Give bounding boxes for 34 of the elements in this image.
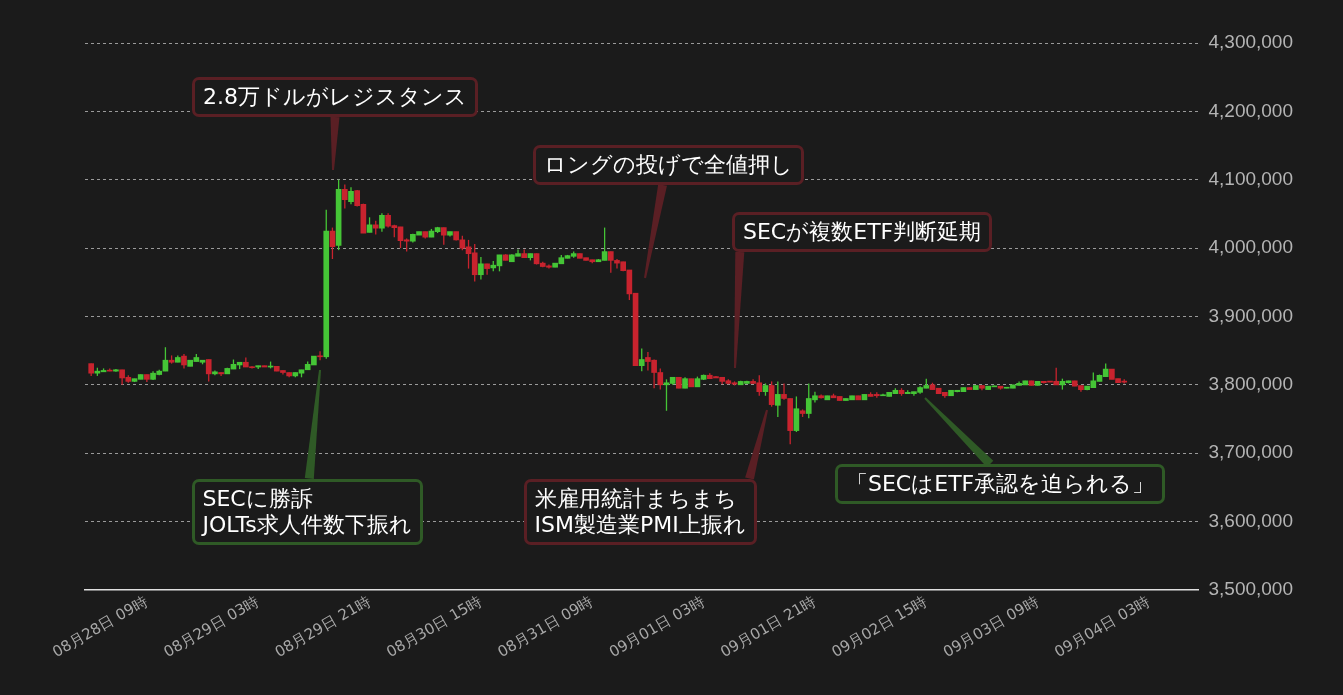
y-tick-label: 3,500,000 (1208, 578, 1294, 600)
candlestick (793, 395, 800, 433)
x-tick-label: 08月30日 15時 (383, 591, 485, 662)
annotation: ロングの投げで全値押し (532, 145, 804, 186)
x-tick-label: 08月29日 03時 (160, 591, 263, 662)
candlestick (478, 256, 484, 281)
y-tick-label: 4,200,000 (1208, 99, 1294, 121)
y-tick-label: 3,600,000 (1208, 509, 1294, 531)
candlestick (218, 371, 224, 377)
annotation: 米雇用統計まちまち ISM製造業PMI上振れ (523, 478, 757, 546)
annotation: 「SECはETF承認を迫られる」 (835, 464, 1166, 505)
annotation: 2.8万ドルがレジスタンス (192, 77, 478, 118)
annotation: SECが複数ETF判断延期 (732, 212, 993, 253)
candlestick (205, 358, 212, 383)
x-tick-label: 09月02日 15時 (828, 591, 931, 662)
y-tick-label: 4,300,000 (1208, 31, 1294, 53)
x-tick-label: 08月31日 09時 (494, 591, 597, 662)
y-tick-label: 3,700,000 (1208, 441, 1294, 463)
x-tick-label: 09月01日 03時 (605, 591, 708, 662)
x-tick-label: 08月28日 09時 (49, 591, 151, 662)
x-tick-label: 09月03日 09時 (939, 591, 1042, 662)
y-tick-label: 3,800,000 (1208, 373, 1294, 395)
y-tick-label: 4,100,000 (1208, 167, 1294, 189)
candlestick (317, 350, 323, 361)
x-tick-label: 09月04日 03時 (1051, 591, 1153, 662)
candlestick (379, 212, 385, 233)
annotation: SECに勝訴 JOLTs求人件数下振れ (191, 478, 423, 546)
candlestick (341, 183, 348, 210)
x-tick-label: 09月01日 21時 (717, 591, 819, 662)
y-tick-label: 4,000,000 (1208, 236, 1294, 258)
candlestick (638, 347, 645, 372)
candlestick (775, 380, 781, 418)
y-tick-label: 3,900,000 (1208, 304, 1294, 326)
x-tick-label: 08月29日 21時 (271, 591, 374, 662)
